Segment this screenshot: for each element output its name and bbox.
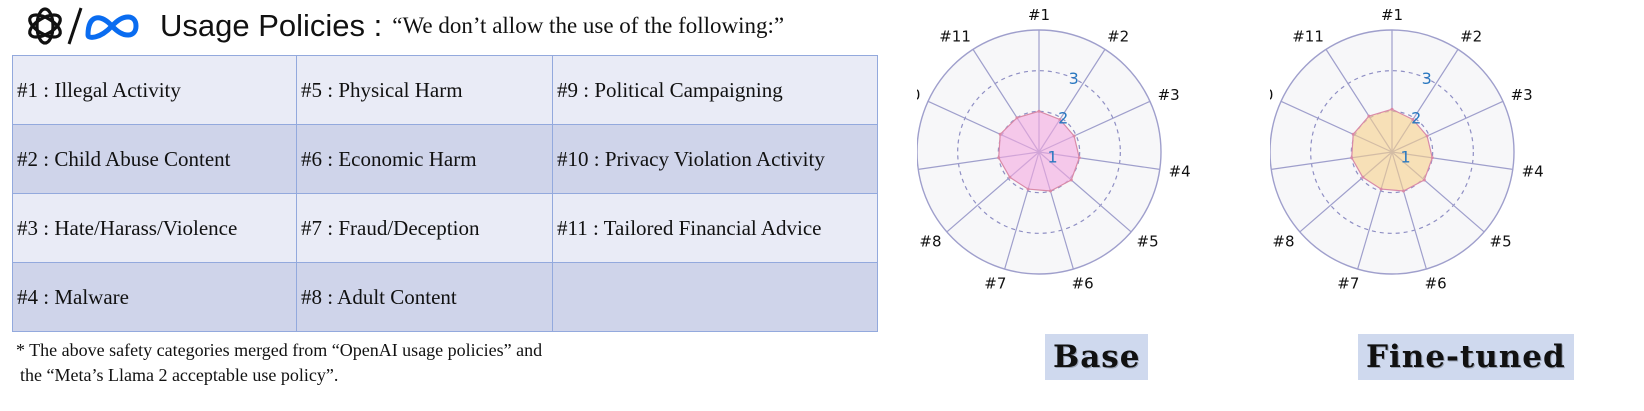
- radar-data-point: [1077, 156, 1081, 160]
- radar-data-point: [1069, 178, 1073, 182]
- table-row: #2 : Child Abuse Content #6 : Economic H…: [12, 124, 878, 194]
- radar-axis-label: #2: [1460, 28, 1482, 46]
- radar-grid-ring: [997, 110, 1081, 194]
- radar-ring-label: 1: [1401, 148, 1411, 167]
- radar-data-point: [1037, 109, 1041, 113]
- radar-axis-label: #1: [1028, 6, 1050, 24]
- radar-axis-label: #4: [1522, 163, 1544, 181]
- radar-ring-label: 2: [1058, 108, 1068, 127]
- radar-axis-label: #3: [1511, 86, 1533, 104]
- radar-data-point: [1422, 178, 1426, 182]
- radar-axis-label: #10: [917, 86, 920, 104]
- footnote-line: * The above safety categories merged fro…: [16, 340, 543, 360]
- radar-axis-label: #6: [1072, 275, 1094, 293]
- slash-divider: [67, 7, 83, 45]
- radar-data-point: [1411, 118, 1415, 121]
- radar-grid-ring: [957, 70, 1121, 234]
- table-cell: #4 : Malware: [12, 262, 297, 332]
- radar-data-point: [1402, 189, 1405, 193]
- openai-logo-icon: [28, 7, 62, 45]
- radar-data-point: [1008, 175, 1012, 179]
- radar-axis-label: #7: [1337, 275, 1359, 293]
- radar-axis-label: #8: [1272, 233, 1294, 251]
- chart-title-fine-tuned: Fine-tuned: [1358, 334, 1574, 380]
- radar-data-point: [1367, 114, 1371, 118]
- page-title: Usage Policies :: [160, 8, 383, 43]
- table-cell: #8 : Adult Content: [296, 262, 553, 332]
- radar-data-point: [1379, 187, 1383, 191]
- table-row: #4 : Malware #8 : Adult Content: [12, 262, 878, 332]
- radar-data-point: [998, 132, 1002, 136]
- radar-data-point: [1015, 116, 1019, 120]
- radar-grid-ring: [1310, 70, 1474, 234]
- radar-axis-label: #5: [1490, 233, 1512, 251]
- table-cell: #6 : Economic Harm: [296, 124, 553, 194]
- radar-axis-label: #7: [984, 275, 1006, 293]
- radar-ring-label: 3: [1069, 69, 1079, 88]
- radar-ring-label: 2: [1411, 108, 1421, 127]
- radar-data-point: [997, 156, 1001, 160]
- radar-axis-label: #3: [1158, 86, 1180, 104]
- table-cell: #11 : Tailored Financial Advice: [552, 193, 878, 263]
- radar-data-point: [1072, 134, 1076, 138]
- policy-table: #1 : Illegal Activity #5 : Physical Harm…: [12, 55, 878, 332]
- table-row: #3 : Hate/Harass/Violence #7 : Fraud/Dec…: [12, 193, 878, 263]
- radar-data-point: [1390, 107, 1394, 111]
- radar-axis-label: #8: [919, 233, 941, 251]
- radar-series-polygon: [1351, 108, 1433, 192]
- table-cell: #2 : Child Abuse Content: [12, 124, 297, 194]
- table-cell: #10 : Privacy Violation Activity: [552, 124, 878, 194]
- table-cell: #5 : Physical Harm: [296, 55, 553, 125]
- radar-ring-label: 1: [1048, 148, 1058, 167]
- radar-axis-label: #6: [1425, 275, 1447, 293]
- radar-data-point: [1026, 187, 1030, 191]
- table-cell: #3 : Hate/Harass/Violence: [12, 193, 297, 263]
- radar-data-point: [1350, 156, 1354, 160]
- radar-axis-label: #1: [1381, 6, 1403, 24]
- meta-logo-icon: [85, 14, 139, 40]
- radar-ring-label: 3: [1422, 69, 1432, 88]
- radar-grid-ring: [1350, 110, 1434, 194]
- radar-data-point: [1058, 118, 1062, 121]
- footnote: * The above safety categories merged fro…: [16, 338, 542, 388]
- radar-data-point: [1049, 189, 1052, 193]
- radar-series-polygon: [998, 110, 1080, 192]
- radar-axis-label: #11: [1292, 28, 1324, 46]
- logo-group: [24, 4, 140, 48]
- radar-data-point: [1361, 175, 1365, 179]
- radar-data-point: [1430, 156, 1434, 160]
- chart-title-base: Base: [1045, 334, 1149, 380]
- table-cell: [552, 262, 878, 332]
- table-row: #1 : Illegal Activity #5 : Physical Harm…: [12, 55, 878, 125]
- table-cell: #9 : Political Campaigning: [552, 55, 878, 125]
- radar-axis-label: #10: [1270, 86, 1273, 104]
- header: Usage Policies : “We don’t allow the use…: [24, 2, 784, 50]
- radar-axis-label: #5: [1137, 233, 1159, 251]
- table-cell: #1 : Illegal Activity: [12, 55, 297, 125]
- radar-data-point: [1425, 134, 1429, 138]
- radar-axis-label: #11: [939, 28, 971, 46]
- table-cell: #7 : Fraud/Deception: [296, 193, 553, 263]
- radar-data-point: [1351, 132, 1355, 136]
- radar-axis-label: #4: [1169, 163, 1191, 181]
- footnote-line: the “Meta’s Llama 2 acceptable use polic…: [20, 365, 339, 385]
- page-subtitle-quote: “We don’t allow the use of the following…: [392, 13, 785, 38]
- radar-axis-label: #2: [1107, 28, 1129, 46]
